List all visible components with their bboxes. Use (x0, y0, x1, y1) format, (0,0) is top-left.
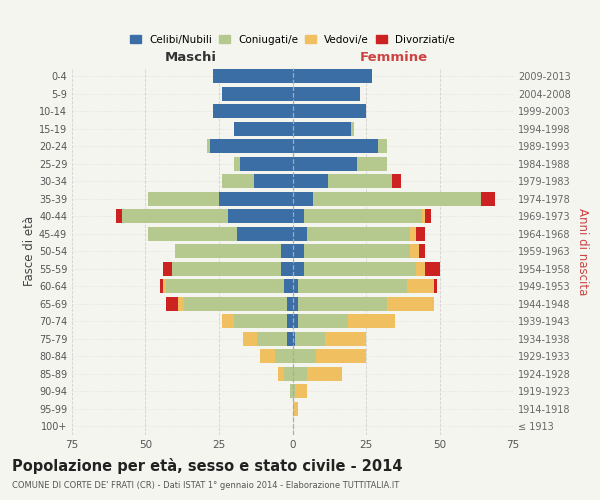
Bar (328, 174, 392, 188)
Bar (349, 314, 395, 328)
Bar (163, 280, 166, 293)
Bar (298, 314, 349, 328)
Bar (293, 350, 316, 363)
Bar (298, 297, 386, 310)
Bar (293, 367, 307, 380)
Bar (213, 70, 293, 83)
Bar (287, 297, 293, 310)
Text: Popolazione per età, sesso e stato civile - 2014: Popolazione per età, sesso e stato civil… (12, 458, 403, 473)
Bar (293, 262, 304, 276)
Text: COMUNE DI CORTE DE' FRATI (CR) - Dati ISTAT 1° gennaio 2014 - Elaborazione TUTTI: COMUNE DI CORTE DE' FRATI (CR) - Dati IS… (12, 481, 399, 490)
Bar (304, 262, 416, 276)
Bar (278, 367, 284, 380)
Bar (287, 314, 293, 328)
Bar (166, 280, 284, 293)
Bar (293, 122, 352, 136)
Bar (257, 332, 287, 345)
Bar (378, 140, 386, 153)
Bar (316, 350, 366, 363)
Bar (122, 210, 228, 223)
Bar (425, 262, 439, 276)
Bar (293, 104, 366, 118)
Bar (148, 227, 236, 240)
Legend: Celibi/Nubili, Coniugati/e, Vedovi/e, Divorziati/e: Celibi/Nubili, Coniugati/e, Vedovi/e, Di… (126, 30, 459, 49)
Bar (293, 210, 304, 223)
Bar (175, 244, 281, 258)
Bar (325, 332, 366, 345)
Bar (419, 244, 425, 258)
Bar (281, 262, 293, 276)
Bar (293, 192, 313, 205)
Bar (313, 192, 481, 205)
Bar (307, 227, 410, 240)
Bar (392, 174, 401, 188)
Bar (116, 210, 122, 223)
Bar (293, 314, 298, 328)
Bar (407, 280, 434, 293)
Bar (184, 297, 287, 310)
Bar (293, 384, 295, 398)
Bar (357, 157, 386, 170)
Bar (234, 314, 287, 328)
Bar (222, 314, 234, 328)
Bar (222, 87, 293, 101)
Y-axis label: Anni di nascita: Anni di nascita (576, 208, 589, 295)
Bar (178, 297, 184, 310)
Bar (222, 174, 254, 188)
Bar (166, 297, 178, 310)
Bar (284, 280, 293, 293)
Bar (228, 210, 293, 223)
Bar (293, 244, 304, 258)
Bar (422, 210, 425, 223)
Bar (293, 297, 298, 310)
Bar (290, 384, 293, 398)
Bar (275, 350, 293, 363)
Bar (293, 87, 360, 101)
Bar (425, 210, 431, 223)
Bar (163, 262, 172, 276)
Bar (213, 104, 293, 118)
Bar (160, 280, 163, 293)
Bar (260, 350, 275, 363)
Bar (434, 280, 437, 293)
Bar (207, 140, 210, 153)
Bar (239, 157, 293, 170)
Bar (293, 140, 378, 153)
Bar (148, 192, 219, 205)
Bar (293, 332, 295, 345)
Bar (234, 157, 239, 170)
Bar (295, 332, 325, 345)
Bar (293, 280, 298, 293)
Bar (284, 367, 293, 380)
Bar (293, 227, 307, 240)
Bar (293, 402, 298, 415)
Bar (293, 70, 372, 83)
Bar (254, 174, 293, 188)
Y-axis label: Fasce di età: Fasce di età (23, 216, 36, 286)
Bar (172, 262, 281, 276)
Text: Femmine: Femmine (360, 51, 428, 64)
Bar (293, 157, 357, 170)
Bar (416, 227, 425, 240)
Bar (410, 244, 419, 258)
Bar (416, 262, 425, 276)
Bar (295, 384, 307, 398)
Bar (210, 140, 293, 153)
Bar (307, 367, 343, 380)
Text: Maschi: Maschi (165, 51, 217, 64)
Bar (234, 122, 293, 136)
Bar (287, 332, 293, 345)
Bar (304, 244, 410, 258)
Bar (236, 227, 293, 240)
Bar (410, 227, 416, 240)
Bar (386, 297, 434, 310)
Bar (481, 192, 496, 205)
Bar (219, 192, 293, 205)
Bar (304, 210, 422, 223)
Bar (352, 122, 354, 136)
Bar (281, 244, 293, 258)
Bar (298, 280, 407, 293)
Bar (242, 332, 257, 345)
Bar (293, 174, 328, 188)
